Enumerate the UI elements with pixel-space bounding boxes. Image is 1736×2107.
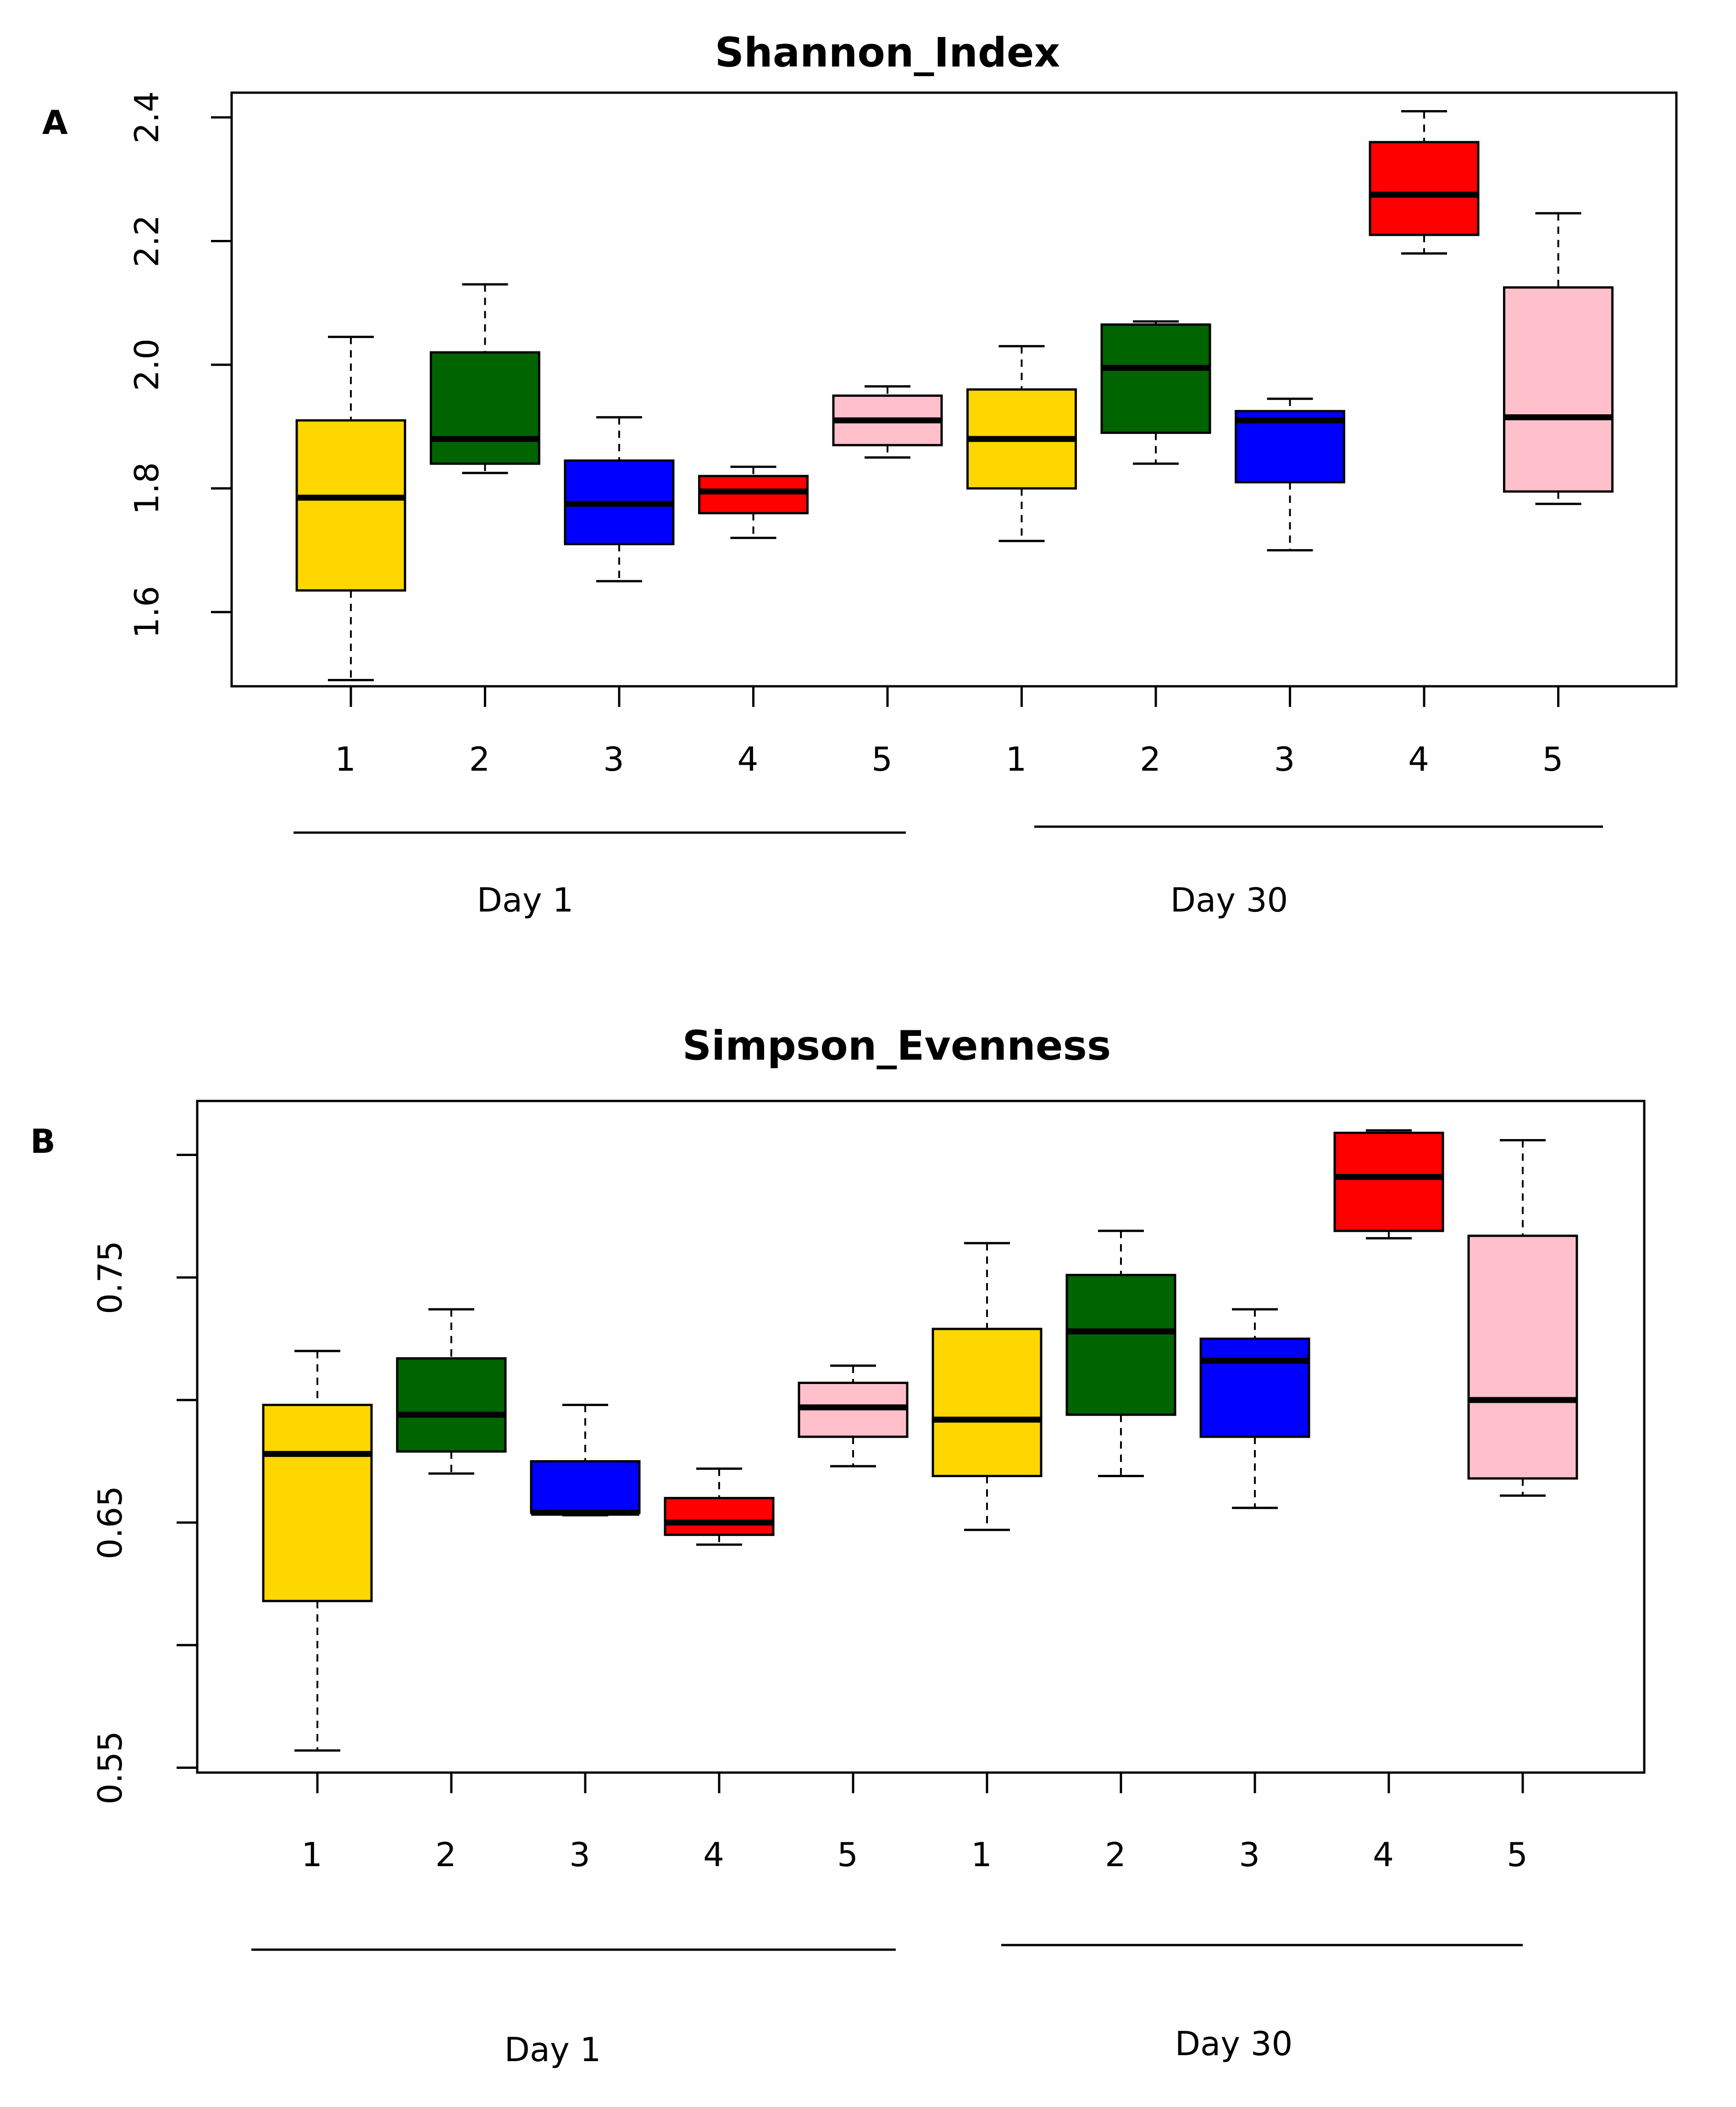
- simpson-group-label-day-1: Day 1: [505, 2030, 601, 2069]
- shannon-index-panel: A Shannon_Index Day 1 Day 30 1.6 1.8 2.0 2.…: [42, 29, 1678, 919]
- category-label: 4: [703, 1835, 724, 1874]
- y-tick-label: 0.75: [91, 1241, 129, 1314]
- box-iqr: [295, 419, 406, 592]
- category-label: 4: [738, 740, 759, 778]
- category-label: 3: [569, 1835, 590, 1874]
- y-tick-label: 1.8: [128, 462, 166, 515]
- box-iqr: [1065, 1273, 1176, 1416]
- box-iqr: [530, 1460, 641, 1514]
- category-label: 2: [1105, 1835, 1126, 1874]
- y-tick-label: 0.65: [91, 1486, 129, 1559]
- simpson-group-label-day-30: Day 30: [1175, 2024, 1293, 2063]
- shannon-chart-title: Shannon_Index: [715, 29, 1060, 76]
- shannon-group-label-day-30: Day 30: [1170, 881, 1288, 919]
- category-label: 5: [1507, 1835, 1528, 1874]
- y-tick-label: 1.6: [128, 586, 166, 639]
- category-label: 1: [1006, 740, 1027, 778]
- y-tick-label: 2.2: [128, 215, 166, 267]
- y-tick-label: 0.55: [91, 1731, 129, 1804]
- box-iqr: [932, 1328, 1043, 1477]
- shannon-group-label-day-1: Day 1: [477, 881, 574, 919]
- category-label: 3: [1239, 1835, 1260, 1874]
- y-tick-label: 2.4: [128, 91, 166, 144]
- box-iqr: [1369, 141, 1480, 236]
- box-iqr: [1503, 286, 1614, 493]
- category-label: 1: [301, 1835, 322, 1874]
- category-label: 5: [871, 740, 893, 778]
- box-iqr: [396, 1357, 507, 1453]
- panel-label-a: A: [42, 103, 68, 142]
- category-label: 3: [603, 740, 624, 778]
- category-label: 2: [435, 1835, 456, 1874]
- simpson-chart-title: Simpson_Evenness: [682, 1022, 1111, 1069]
- plot-frame: [230, 91, 1678, 688]
- box-iqr: [1199, 1337, 1310, 1438]
- box-iqr: [664, 1497, 775, 1536]
- box-iqr: [430, 351, 540, 465]
- category-label: 4: [1408, 740, 1429, 778]
- box-iqr: [1467, 1234, 1578, 1480]
- category-label: 2: [469, 740, 490, 778]
- panel-label-b: B: [30, 1122, 55, 1161]
- category-label: 5: [1542, 740, 1564, 778]
- category-label: 1: [971, 1835, 992, 1874]
- category-label: 3: [1274, 740, 1295, 778]
- simpson-evenness-panel: B Simpson_Evenness Day 1 Day 30 0.55 0.65…: [30, 1022, 1646, 2069]
- category-label: 2: [1140, 740, 1161, 778]
- box-iqr: [262, 1404, 373, 1602]
- box-iqr: [1333, 1131, 1444, 1232]
- category-label: 4: [1373, 1835, 1394, 1874]
- plot-frame: [196, 1100, 1646, 1774]
- category-label: 5: [837, 1835, 858, 1874]
- category-label: 1: [335, 740, 356, 778]
- box-iqr: [1100, 323, 1211, 434]
- y-tick-label: 2.0: [128, 339, 166, 391]
- box-iqr: [698, 475, 809, 515]
